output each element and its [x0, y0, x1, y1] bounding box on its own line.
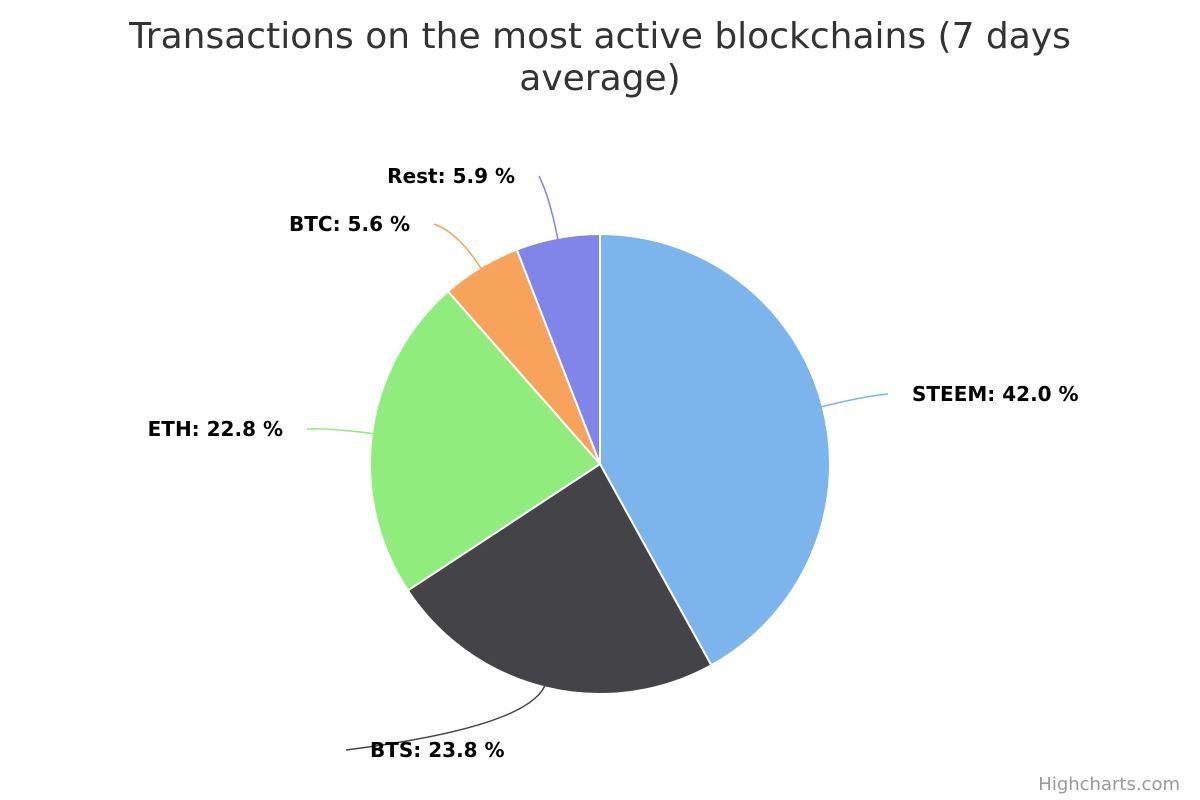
connector-steem: [816, 393, 889, 409]
slice-label-steem: STEEM: 42.0 %: [912, 382, 1079, 406]
slice-labels: STEEM: 42.0 % BTS: 23.8 % ETH: 22.8 % BTC: …: [148, 164, 1079, 762]
slice-label-btc: BTC: 5.6 %: [289, 212, 410, 236]
slice-label-eth: ETH: 22.8 %: [148, 417, 283, 441]
chart-title-line-2: average): [519, 58, 680, 99]
chart-title-line-1: Transactions on the most active blockcha…: [128, 16, 1071, 57]
connector-rest: [538, 175, 560, 244]
connector-eth: [306, 428, 379, 435]
pie-slices: [369, 233, 831, 695]
credits-link[interactable]: Highcharts.com: [1038, 774, 1180, 795]
connector-btc: [433, 223, 485, 273]
label-connectors: [306, 175, 889, 751]
slice-label-bts: BTS: 23.8 %: [370, 738, 505, 762]
connector-bts: [345, 681, 548, 751]
slice-label-rest: Rest: 5.9 %: [387, 164, 515, 188]
